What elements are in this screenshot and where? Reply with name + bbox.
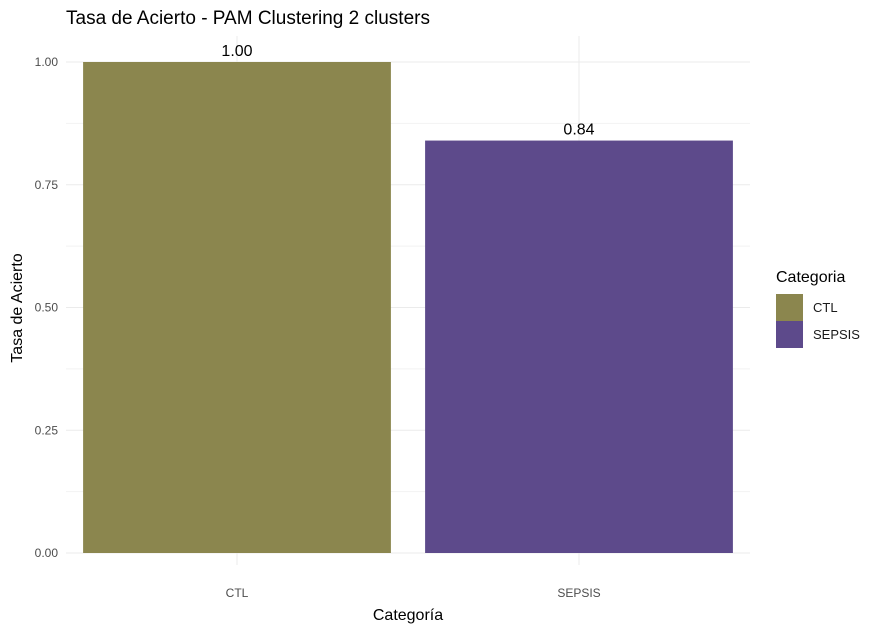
legend-key-ctl bbox=[776, 294, 803, 321]
x-tick-label: CTL bbox=[226, 586, 249, 600]
bars bbox=[83, 62, 733, 553]
x-tick-label: SEPSIS bbox=[557, 586, 600, 600]
y-tick-label: 0.50 bbox=[35, 301, 59, 315]
x-axis-title: Categoría bbox=[373, 607, 443, 624]
y-tick-label: 0.75 bbox=[35, 178, 59, 192]
data-label: 1.00 bbox=[221, 43, 252, 60]
legend: Categoria CTL SEPSIS bbox=[776, 269, 860, 348]
legend-label: CTL bbox=[813, 300, 838, 315]
data-labels: 1.00 0.84 bbox=[221, 43, 594, 139]
y-tick-label: 1.00 bbox=[35, 55, 59, 69]
data-label: 0.84 bbox=[563, 122, 594, 139]
y-axis-ticks: 0.00 0.25 0.50 0.75 1.00 bbox=[35, 55, 59, 560]
legend-title: Categoria bbox=[776, 269, 845, 286]
legend-key-sepsis bbox=[776, 321, 803, 348]
chart-title: Tasa de Acierto - PAM Clustering 2 clust… bbox=[66, 8, 430, 29]
y-axis-title: Tasa de Acierto bbox=[9, 253, 26, 363]
x-axis-ticks: CTL SEPSIS bbox=[226, 586, 601, 600]
bar-sepsis bbox=[425, 140, 733, 553]
y-tick-label: 0.25 bbox=[35, 423, 59, 437]
legend-label: SEPSIS bbox=[813, 327, 860, 342]
bar-ctl bbox=[83, 62, 391, 553]
y-tick-label: 0.00 bbox=[35, 546, 59, 560]
